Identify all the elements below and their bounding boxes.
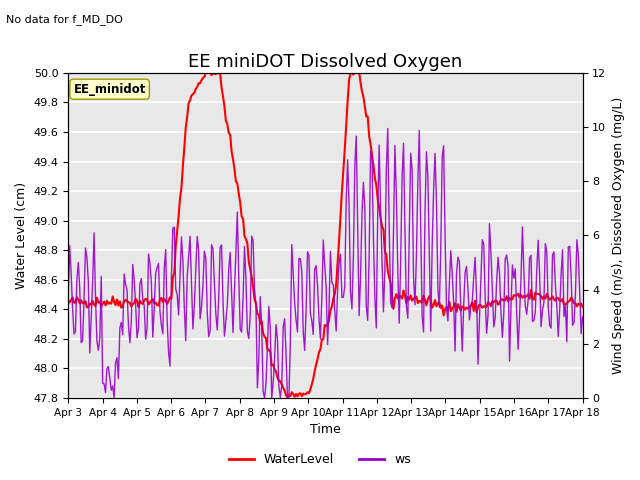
X-axis label: Time: Time	[310, 423, 341, 436]
Text: No data for f_MD_DO: No data for f_MD_DO	[6, 14, 124, 25]
Y-axis label: Water Level (cm): Water Level (cm)	[15, 182, 28, 289]
Legend: WaterLevel, ws: WaterLevel, ws	[224, 448, 416, 471]
Title: EE miniDOT Dissolved Oxygen: EE miniDOT Dissolved Oxygen	[188, 53, 463, 72]
Y-axis label: Wind Speed (m/s), Dissolved Oxygen (mg/L): Wind Speed (m/s), Dissolved Oxygen (mg/L…	[612, 97, 625, 374]
Text: EE_minidot: EE_minidot	[74, 83, 146, 96]
